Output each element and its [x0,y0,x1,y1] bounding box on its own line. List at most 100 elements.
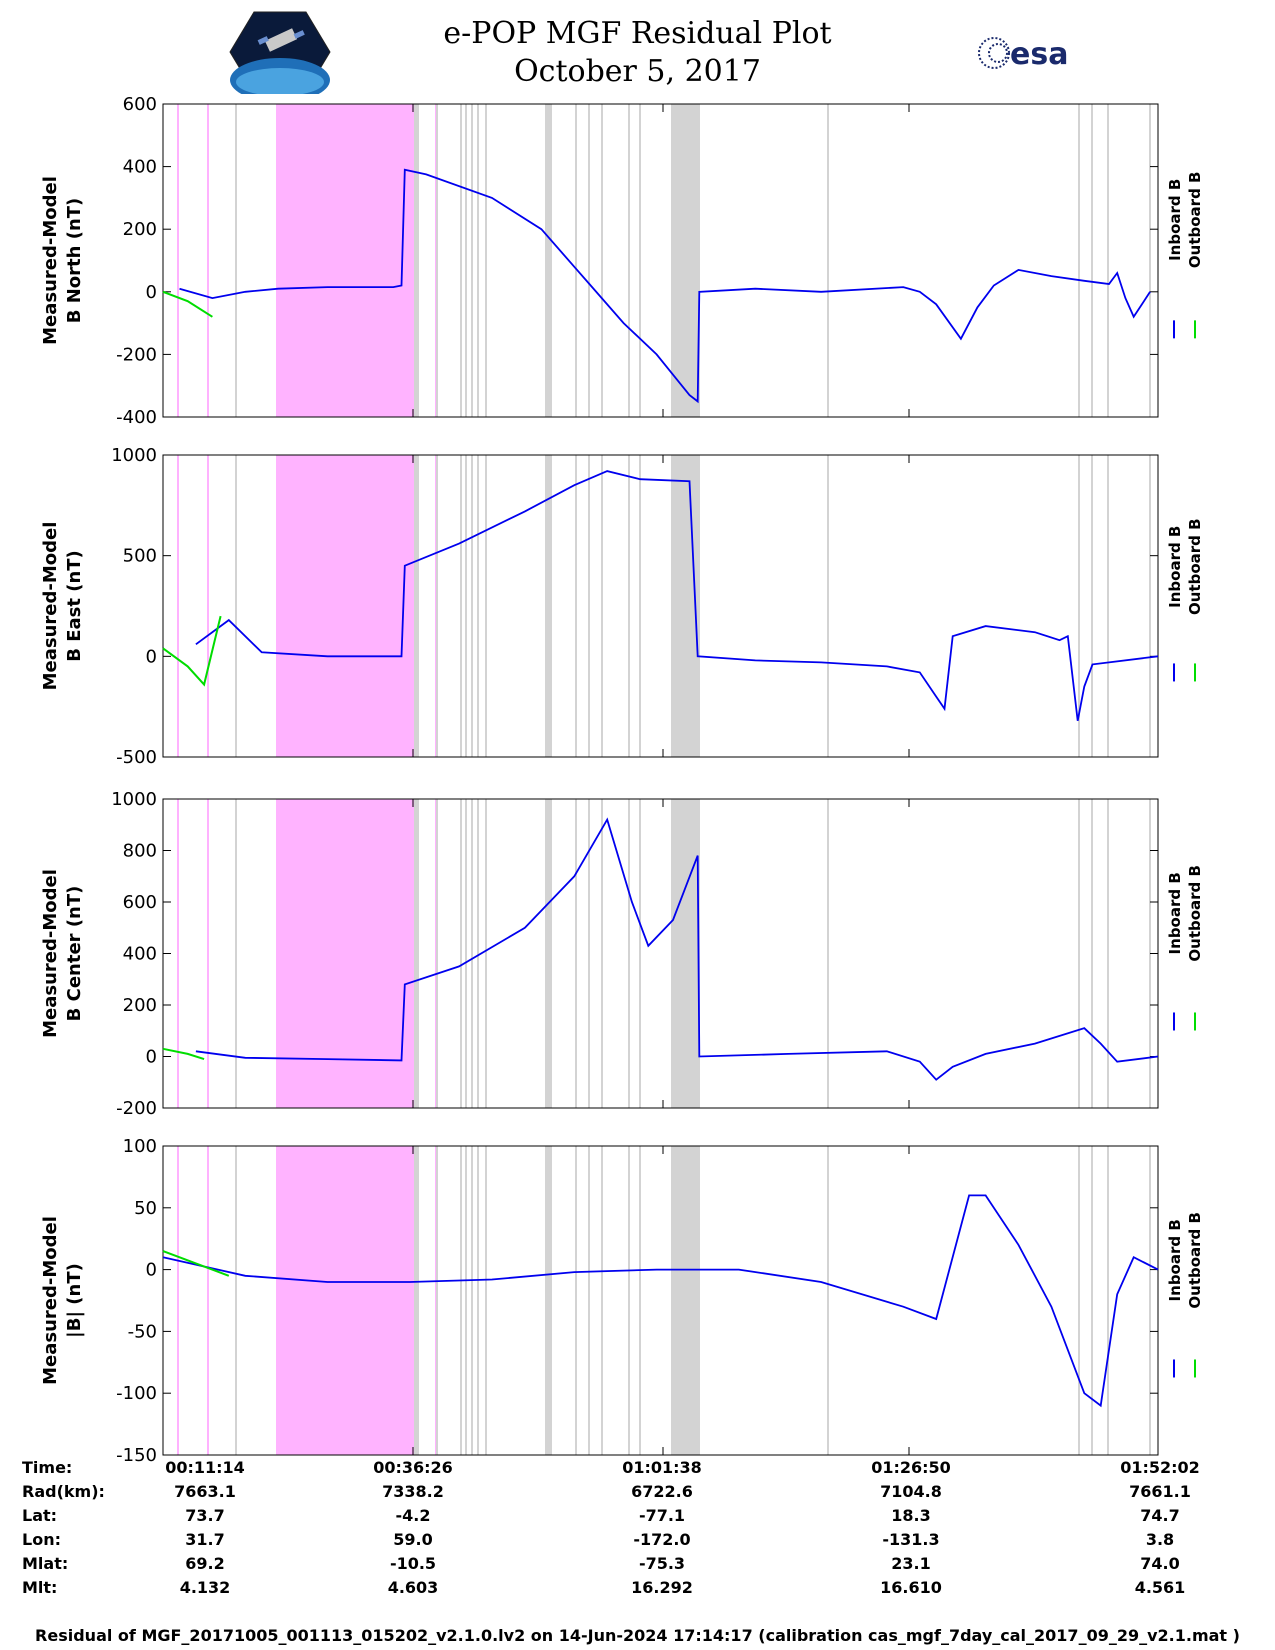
gap-band [546,455,552,757]
gap-band [414,799,419,1108]
ephem-value: 7104.8 [880,1482,942,1501]
ephem-value: 16.292 [631,1578,693,1597]
legend-inboard: Inboard B [1166,872,1184,954]
ephem-value: 31.7 [185,1530,225,1549]
gap-band [414,1146,419,1455]
plot-frame [162,103,1159,418]
y-tick-label: 200 [123,219,157,240]
y-tick-label: -50 [128,1321,157,1342]
ephem-value: 4.561 [1134,1578,1186,1597]
panel-3: 1000 800 600 400 200 0 -200 Measured-Model B Cen… [40,789,1204,1119]
y-tick-label: 100 [123,1136,157,1157]
legend-inboard: Inboard B [1166,179,1184,261]
panel-1: 600 400 200 0 -200 -400 Measured-Model B North … [40,94,1204,428]
y-tick-label: -500 [116,747,157,768]
ephem-label-mlat: Mlat: [22,1554,69,1573]
ephem-label-time: Time: [22,1458,73,1477]
legend-outboard: Outboard B [1186,172,1204,269]
ephem-value: 69.2 [185,1554,225,1573]
ephem-value: 01:01:38 [622,1458,702,1477]
series-inboard [162,1194,1159,1408]
y-tick-label: -100 [116,1383,157,1404]
series-outboard [162,1250,230,1277]
panel-4: 100 50 0 -50 -100 -150 Measured-Model |B| (nT) I… [40,1136,1204,1466]
esa-logo: esa [978,37,1068,72]
series-inboard [195,470,1159,721]
legend-inboard: Inboard B [1166,526,1184,608]
ephem-value: 4.132 [179,1578,231,1597]
highlight-region [276,799,414,1108]
ephem-value: 74.7 [1140,1506,1180,1525]
ephem-value: 00:11:14 [165,1458,245,1477]
ephem-value: 18.3 [891,1506,931,1525]
page-subtitle: October 5, 2017 [514,54,761,89]
ephem-label-lat: Lat: [22,1506,58,1525]
legend-outboard: Outboard B [1186,865,1204,962]
ephem-value: 73.7 [185,1506,225,1525]
y-tick-label: 0 [146,646,157,667]
y-tick-label: 0 [146,282,157,303]
legend-inboard: Inboard B [1166,1219,1184,1301]
ephem-value: -77.1 [638,1506,686,1525]
series-outboard [162,1047,205,1061]
y-tick-label: 800 [123,841,157,862]
y-tick-label: 1000 [111,445,157,466]
y-tick-label: 200 [123,995,157,1016]
ephem-value: 59.0 [393,1530,433,1549]
y-axis-label: Measured-Model [40,869,61,1038]
ephem-value: 01:26:50 [871,1458,951,1477]
series-inboard [179,168,1151,404]
ephem-value: -4.2 [395,1506,431,1525]
y-tick-label: -150 [116,1445,157,1466]
y-tick-label: -200 [116,344,157,365]
ephem-value: 4.603 [387,1578,439,1597]
y-tick-label: 0 [146,1260,157,1281]
y-tick-label: 600 [123,94,157,115]
ephem-value: 7661.1 [1129,1482,1191,1501]
ephem-label-lon: Lon: [22,1530,61,1549]
ephem-value: 3.8 [1145,1530,1175,1549]
ephem-value: 16.610 [880,1578,942,1597]
y-tick-label: 0 [146,1047,157,1068]
y-tick-label: 1000 [111,789,157,810]
y-axis-label: Measured-Model [40,1216,61,1385]
ephem-value: -10.5 [389,1554,437,1573]
gap-band [546,104,552,417]
gap-band [688,104,700,417]
ephem-value: -131.3 [882,1530,940,1549]
ephem-value: 7663.1 [174,1482,236,1501]
esa-logo-text: esa [1010,37,1068,72]
ephem-value: 01:52:02 [1120,1458,1200,1477]
ephem-value: -75.3 [638,1554,686,1573]
ephem-value: 7338.2 [382,1482,444,1501]
series-inboard [195,817,1159,1081]
legend-outboard: Outboard B [1186,518,1204,615]
page-title: e-POP MGF Residual Plot [443,16,832,51]
y-tick-label: 500 [123,546,157,567]
gap-band [688,1146,700,1455]
highlight-region [276,1146,414,1455]
y-tick-label: 50 [134,1198,157,1219]
y-tick-label: 400 [123,157,157,178]
plot-frame [162,1145,1159,1456]
gap-band [546,799,552,1108]
ephem-value: 6722.6 [631,1482,693,1501]
legend-outboard: Outboard B [1186,1212,1204,1309]
series-outboard [162,290,213,318]
series-outboard [162,615,222,687]
y-axis-label-units: B Center (nT) [64,886,85,1022]
ephem-value: 00:36:26 [373,1458,453,1477]
ephem-label-mlt: Mlt: [22,1578,58,1597]
y-tick-label: -200 [116,1098,157,1119]
y-tick-label: -400 [116,407,157,428]
y-axis-label: Measured-Model [40,522,61,691]
gap-band [414,104,419,417]
ephem-value: -172.0 [633,1530,691,1549]
ephem-value: 74.0 [1140,1554,1180,1573]
gap-band [546,1146,552,1455]
y-axis-label-units: B North (nT) [64,198,85,324]
ephem-value: 23.1 [891,1554,931,1573]
y-axis-label: Measured-Model [40,176,61,345]
y-tick-label: 400 [123,944,157,965]
